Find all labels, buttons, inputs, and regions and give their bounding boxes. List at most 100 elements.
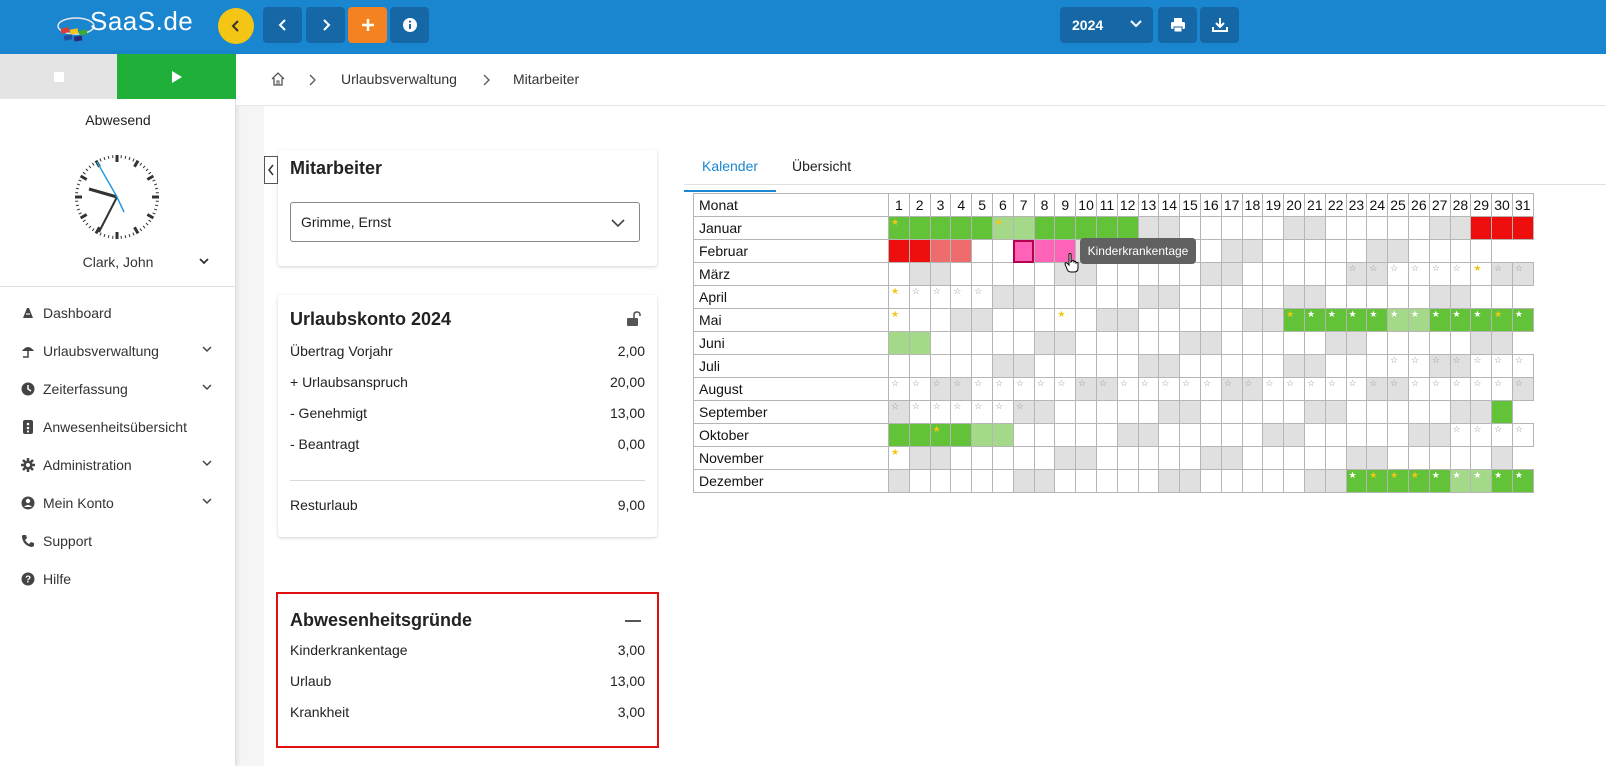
calendar-day-cell[interactable]: ☆	[971, 377, 993, 401]
calendar-day-cell[interactable]	[1158, 400, 1181, 424]
calendar-day-cell[interactable]	[1262, 308, 1285, 332]
saas-logo[interactable]: SaaS.de	[56, 4, 193, 46]
calendar-day-cell[interactable]	[1449, 216, 1472, 240]
calendar-day-cell[interactable]: ☆	[1366, 262, 1389, 286]
calendar-day-cell[interactable]	[1179, 285, 1201, 309]
start-button[interactable]	[117, 54, 236, 99]
calendar-day-cell[interactable]	[1491, 446, 1513, 470]
calendar-day-cell[interactable]	[1220, 400, 1243, 424]
calendar-day-cell[interactable]	[1241, 331, 1264, 355]
calendar-day-cell[interactable]	[1241, 239, 1264, 263]
calendar-day-cell[interactable]	[1179, 354, 1201, 378]
calendar-day-cell[interactable]	[908, 239, 931, 263]
calendar-day-cell[interactable]	[1491, 216, 1513, 240]
calendar-day-cell[interactable]	[1137, 262, 1160, 286]
calendar-day-cell[interactable]	[1137, 354, 1160, 378]
calendar-day-cell[interactable]	[1241, 446, 1264, 470]
calendar-day-cell[interactable]	[1158, 423, 1181, 447]
calendar-day-cell[interactable]	[1095, 262, 1118, 286]
calendar-day-cell[interactable]	[1283, 423, 1305, 447]
calendar-day-cell[interactable]	[1054, 400, 1077, 424]
calendar-day-cell[interactable]	[1283, 239, 1305, 263]
calendar-day-cell[interactable]: ☆	[991, 400, 1014, 424]
calendar-day-cell[interactable]	[1283, 285, 1305, 309]
calendar-day-cell[interactable]	[1054, 469, 1077, 493]
calendar-day-cell[interactable]	[908, 331, 931, 355]
calendar-day-cell[interactable]	[1012, 216, 1035, 240]
calendar-day-cell[interactable]	[1012, 423, 1035, 447]
calendar-day-cell[interactable]: ★	[1345, 308, 1368, 332]
calendar-day-cell[interactable]	[991, 331, 1014, 355]
calendar-day-cell[interactable]	[991, 354, 1014, 378]
calendar-day-cell[interactable]	[1033, 239, 1056, 263]
calendar-day-cell[interactable]	[1158, 469, 1181, 493]
calendar-day-cell[interactable]	[1033, 400, 1056, 424]
calendar-day-cell[interactable]	[1283, 446, 1305, 470]
calendar-day-cell[interactable]	[1033, 216, 1056, 240]
calendar-day-cell[interactable]: ☆	[1137, 377, 1160, 401]
calendar-day-cell[interactable]	[991, 446, 1014, 470]
calendar-day-cell[interactable]	[1470, 446, 1493, 470]
calendar-day-cell[interactable]: ☆	[1345, 377, 1368, 401]
calendar-day-cell[interactable]	[1345, 216, 1368, 240]
calendar-day-cell[interactable]	[1075, 354, 1097, 378]
collapse-panel-button[interactable]	[264, 156, 278, 184]
calendar-day-cell[interactable]	[1116, 469, 1139, 493]
home-icon[interactable]	[270, 71, 286, 87]
calendar-day-cell[interactable]	[1054, 285, 1077, 309]
sidebar-item-anwesenheitsuebersicht[interactable]: Anwesenheitsübersicht	[0, 408, 236, 446]
calendar-day-cell[interactable]	[1303, 239, 1326, 263]
calendar-day-cell[interactable]	[1283, 216, 1305, 240]
calendar-day-cell[interactable]: ☆	[1199, 377, 1222, 401]
calendar-day-cell[interactable]	[1033, 469, 1056, 493]
calendar-day-cell[interactable]	[1075, 400, 1097, 424]
calendar-day-cell[interactable]: ☆	[950, 377, 973, 401]
calendar-day-cell[interactable]	[1054, 446, 1077, 470]
calendar-day-cell[interactable]: ☆	[888, 377, 910, 401]
calendar-day-cell[interactable]: ☆	[1449, 262, 1472, 286]
calendar-day-cell[interactable]	[1428, 216, 1451, 240]
download-button[interactable]	[1200, 7, 1239, 43]
calendar-day-cell[interactable]	[1262, 285, 1285, 309]
calendar-day-cell[interactable]: ☆	[888, 400, 910, 424]
calendar-day-cell[interactable]	[1387, 423, 1409, 447]
calendar-day-cell[interactable]	[1137, 216, 1160, 240]
calendar-day-cell[interactable]	[888, 423, 910, 447]
calendar-day-cell[interactable]	[1262, 400, 1285, 424]
calendar-day-cell[interactable]: ★	[1491, 469, 1513, 493]
calendar-day-cell[interactable]	[1199, 423, 1222, 447]
calendar-day-cell[interactable]	[1449, 446, 1472, 470]
calendar-day-cell[interactable]: ☆	[1407, 354, 1430, 378]
calendar-day-cell[interactable]	[929, 331, 952, 355]
calendar-day-cell[interactable]: ★	[1470, 308, 1493, 332]
calendar-day-cell[interactable]	[1387, 331, 1409, 355]
calendar-day-cell[interactable]	[1345, 354, 1368, 378]
calendar-day-cell[interactable]	[1054, 331, 1077, 355]
calendar-day-cell[interactable]	[1095, 423, 1118, 447]
calendar-day-cell[interactable]: ★	[1054, 308, 1077, 332]
calendar-day-cell[interactable]	[1283, 469, 1305, 493]
calendar-day-cell[interactable]	[950, 423, 973, 447]
calendar-day-cell[interactable]: ☆	[1366, 377, 1389, 401]
employee-select[interactable]: Grimme, Ernst	[290, 202, 640, 242]
calendar-day-cell[interactable]	[1179, 308, 1201, 332]
calendar-day-cell[interactable]	[1324, 331, 1347, 355]
calendar-day-cell[interactable]	[888, 354, 910, 378]
calendar-day-cell[interactable]	[1075, 216, 1097, 240]
breadcrumb-item-urlaubsverwaltung[interactable]: Urlaubsverwaltung	[341, 71, 457, 87]
calendar-day-cell[interactable]	[1033, 446, 1056, 470]
calendar-day-cell[interactable]	[1095, 285, 1118, 309]
calendar-day-cell[interactable]	[1033, 262, 1056, 286]
calendar-day-cell[interactable]	[1033, 423, 1056, 447]
calendar-day-cell[interactable]	[991, 285, 1014, 309]
calendar-day-cell[interactable]	[888, 262, 910, 286]
calendar-day-cell[interactable]: ★	[888, 285, 910, 309]
calendar-day-cell[interactable]	[950, 239, 973, 263]
calendar-day-cell[interactable]	[929, 354, 952, 378]
calendar-day-cell[interactable]	[1075, 331, 1097, 355]
calendar-day-cell[interactable]	[929, 239, 952, 263]
calendar-day-cell[interactable]: ☆	[1491, 262, 1513, 286]
calendar-day-cell[interactable]: ★	[1470, 469, 1493, 493]
calendar-day-cell[interactable]	[1075, 308, 1097, 332]
calendar-day-cell[interactable]	[1387, 400, 1409, 424]
